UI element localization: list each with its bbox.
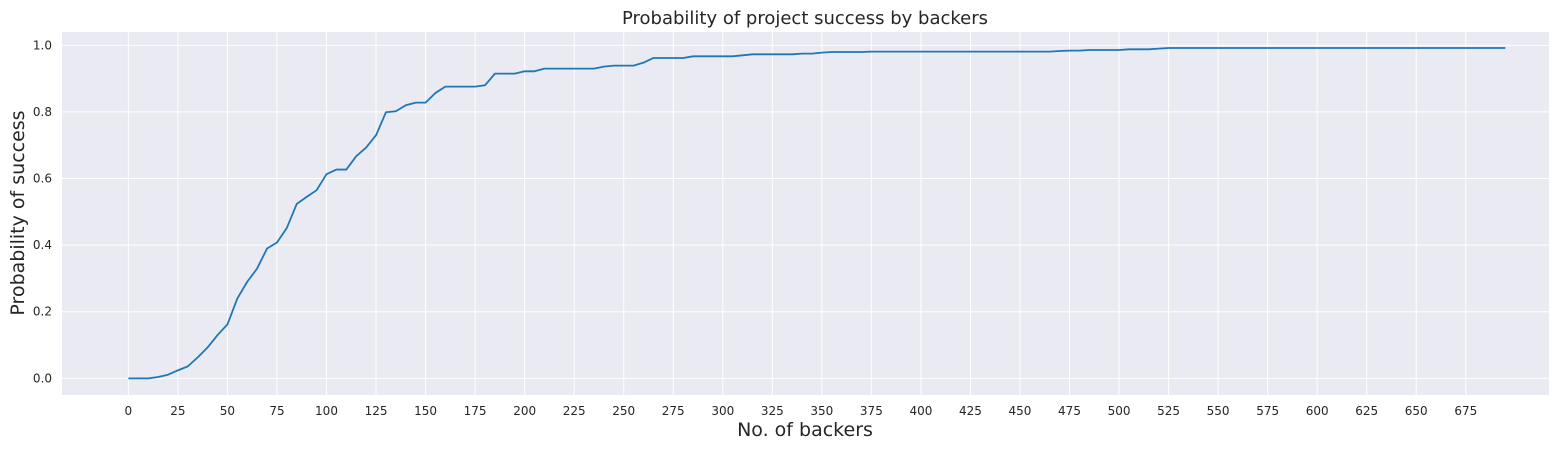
x-axis-label: No. of backers [737, 419, 873, 441]
x-tick-label: 250 [612, 404, 635, 418]
y-tick-label: 0.0 [33, 371, 52, 385]
y-tick-label: 1.0 [33, 38, 52, 52]
x-tick-label: 575 [1256, 404, 1279, 418]
x-tick-label: 375 [860, 404, 883, 418]
y-tick-labels: 0.0 0.2 0.4 0.6 0.8 1.0 [33, 38, 52, 385]
x-tick-label: 650 [1405, 404, 1428, 418]
x-tick-labels: 0 25 50 75 100 125 150 175 200 225 250 275 300 325 350… [125, 404, 1478, 418]
x-tick-label: 350 [810, 404, 833, 418]
x-tick-label: 175 [464, 404, 487, 418]
x-tick-label: 300 [711, 404, 734, 418]
x-tick-label: 600 [1306, 404, 1329, 418]
x-tick-label: 100 [315, 404, 338, 418]
x-tick-label: 25 [170, 404, 185, 418]
x-tick-label: 525 [1157, 404, 1180, 418]
y-tick-label: 0.6 [33, 172, 52, 186]
x-tick-label: 200 [513, 404, 536, 418]
x-tick-label: 625 [1355, 404, 1378, 418]
x-tick-label: 50 [220, 404, 235, 418]
x-tick-label: 400 [909, 404, 932, 418]
grid-lines [62, 32, 1549, 395]
plot-area-background [62, 32, 1549, 395]
x-tick-label: 450 [1009, 404, 1032, 418]
series-line-probability [128, 47, 1506, 380]
y-tick-label: 0.2 [33, 305, 52, 319]
x-tick-label: 500 [1108, 404, 1131, 418]
x-tick-label: 75 [269, 404, 284, 418]
x-tick-label: 425 [959, 404, 982, 418]
x-tick-label: 550 [1207, 404, 1230, 418]
y-tick-label: 0.4 [33, 238, 52, 252]
x-tick-label: 0 [125, 404, 133, 418]
x-tick-label: 325 [761, 404, 784, 418]
x-tick-label: 675 [1454, 404, 1477, 418]
y-tick-label: 0.8 [33, 105, 52, 119]
y-axis-label: Probability of success [7, 110, 29, 315]
chart-title: Probability of project success by backer… [622, 8, 988, 29]
x-tick-label: 225 [563, 404, 586, 418]
x-tick-label: 475 [1058, 404, 1081, 418]
x-tick-label: 125 [365, 404, 388, 418]
x-tick-label: 275 [662, 404, 685, 418]
x-tick-label: 150 [414, 404, 437, 418]
